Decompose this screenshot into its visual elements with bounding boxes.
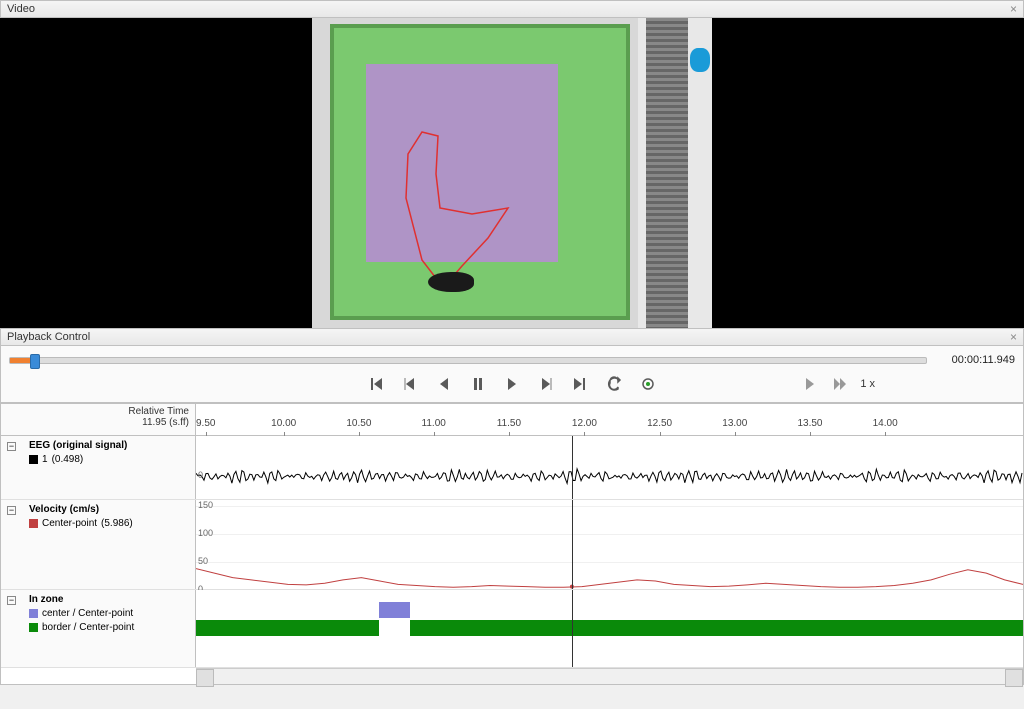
zone-bar [410, 620, 1023, 636]
playback-slider[interactable] [9, 357, 927, 364]
skip-end-icon[interactable] [570, 374, 590, 394]
axis-tick: 13.00 [722, 418, 747, 429]
legend-color-box [29, 519, 38, 528]
playback-slider-row: 00:00:11.949 [9, 354, 1015, 366]
playhead-cursor[interactable] [572, 436, 573, 499]
timeline-track: − In zone center / Center-point border / Ce… [1, 590, 1023, 668]
record-icon[interactable] [638, 374, 658, 394]
timeline-track: −Velocity (cm/s)Center-point (5.986)0501… [1, 500, 1023, 590]
speed-down-icon[interactable] [800, 374, 820, 394]
legend-color-box [29, 609, 38, 618]
step-back-icon[interactable] [434, 374, 454, 394]
track-label: − EEG (original signal) 1 (0.498) [1, 436, 196, 499]
playback-controls: 1 x [9, 374, 1015, 394]
axis-tick: 9.50 [196, 418, 215, 429]
track-legend: border / Center-point [29, 622, 189, 633]
collapse-icon[interactable]: − [7, 596, 16, 605]
playback-title: Playback Control [7, 331, 90, 343]
legend-color-box [29, 455, 38, 464]
track-title: EEG (original signal) [29, 440, 189, 451]
playhead-cursor[interactable] [572, 590, 573, 667]
subject-marker [428, 272, 474, 292]
y-tick: 100 [198, 528, 213, 538]
video-side-strip [638, 18, 712, 328]
timeline-header: Relative Time 11.95 (s.ff) 9.50 10.00 10.5… [1, 404, 1023, 436]
legend-label: border / Center-point [42, 622, 134, 633]
legend-value: (0.498) [52, 454, 84, 465]
legend-color-box [29, 623, 38, 632]
playback-body: 00:00:11.949 1 x [0, 346, 1024, 403]
track-label: − Velocity (cm/s) Center-point (5.986) [1, 500, 196, 589]
legend-value: (5.986) [101, 518, 133, 529]
play-icon[interactable] [502, 374, 522, 394]
y-tick: 50 [198, 556, 208, 566]
video-header: Video × [0, 0, 1024, 18]
close-icon[interactable]: × [1010, 330, 1017, 344]
axis-tick: 11.50 [497, 418, 521, 429]
time-axis[interactable]: 9.50 10.00 10.50 11.00 11.50 12.00 12.50 13.00 1… [196, 404, 1023, 435]
playhead-cursor[interactable] [572, 500, 573, 589]
video-viewport [0, 18, 1024, 328]
y-tick: 0 [198, 470, 203, 480]
collapse-icon[interactable]: − [7, 442, 16, 451]
timeline-rows: − EEG (original signal) 1 (0.498) 0 − Velocit… [1, 436, 1023, 668]
axis-tick: 14.00 [873, 418, 898, 429]
speed-label: 1 x [860, 378, 875, 390]
slider-thumb[interactable] [30, 354, 40, 369]
track-title: In zone [29, 594, 189, 605]
timecode: 00:00:11.949 [935, 354, 1015, 366]
relative-time-label: Relative Time [7, 406, 189, 417]
slider-fill [10, 358, 30, 363]
close-icon[interactable]: × [1010, 2, 1017, 16]
video-title: Video [7, 3, 35, 15]
track-legend: Center-point (5.986) [29, 518, 189, 529]
track-legend: center / Center-point [29, 608, 189, 619]
timeline-panel: Relative Time 11.95 (s.ff) 9.50 10.00 10.5… [0, 403, 1024, 685]
playback-header: Playback Control × [0, 328, 1024, 346]
playback-panel: Playback Control × 00:00:11.949 1 x [0, 328, 1024, 403]
zone-bar [196, 620, 379, 636]
axis-tick: 12.00 [572, 418, 597, 429]
track-plot[interactable] [196, 590, 1023, 667]
axis-tick: 10.50 [346, 418, 371, 429]
track-plot[interactable]: 050100150 [196, 500, 1023, 589]
video-frame [312, 18, 712, 328]
track-legend: 1 (0.498) [29, 454, 189, 465]
pause-icon[interactable] [468, 374, 488, 394]
axis-tick: 11.00 [422, 418, 446, 429]
speed-controls: 1 x [800, 374, 875, 394]
y-tick: 150 [198, 500, 213, 510]
prev-frame-icon[interactable] [400, 374, 420, 394]
legend-label: center / Center-point [42, 608, 133, 619]
legend-label: Center-point [42, 518, 97, 529]
track-label: − In zone center / Center-point border / Ce… [1, 590, 196, 667]
horizontal-scrollbar[interactable] [196, 668, 1023, 684]
speed-up-icon[interactable] [830, 374, 850, 394]
step-forward-icon[interactable] [536, 374, 556, 394]
track-plot[interactable]: 0 [196, 436, 1023, 499]
axis-tick: 13.50 [797, 418, 822, 429]
skip-start-icon[interactable] [366, 374, 386, 394]
legend-label: 1 [42, 454, 48, 465]
axis-tick: 10.00 [271, 418, 296, 429]
track-title: Velocity (cm/s) [29, 504, 189, 515]
relative-time-value: 11.95 (s.ff) [7, 417, 189, 428]
timeline-track: − EEG (original signal) 1 (0.498) 0 [1, 436, 1023, 500]
video-panel: Video × [0, 0, 1024, 328]
collapse-icon[interactable]: − [7, 506, 16, 515]
loop-icon[interactable] [604, 374, 624, 394]
axis-tick: 12.50 [647, 418, 672, 429]
zone-bar [379, 602, 409, 618]
relative-time-header: Relative Time 11.95 (s.ff) [1, 404, 196, 435]
